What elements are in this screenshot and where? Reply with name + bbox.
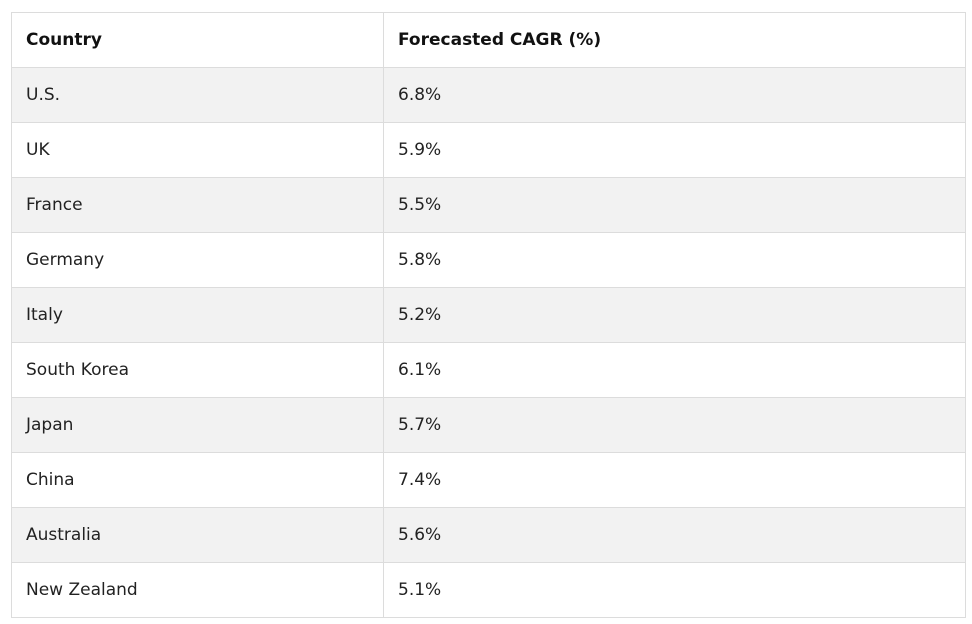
country-cell: New Zealand xyxy=(11,562,384,618)
country-cell: Japan xyxy=(11,397,384,453)
cagr-cell: 5.2% xyxy=(383,287,966,343)
cagr-cell: 5.1% xyxy=(383,562,966,618)
table-row: France 5.5% xyxy=(11,177,966,233)
table-row: New Zealand 5.1% xyxy=(11,562,966,618)
country-cell: U.S. xyxy=(11,67,384,123)
table-row: Germany 5.8% xyxy=(11,232,966,288)
country-cell: France xyxy=(11,177,384,233)
header-forecasted-cagr: Forecasted CAGR (%) xyxy=(383,12,966,68)
country-cell: Germany xyxy=(11,232,384,288)
cagr-table: Country Forecasted CAGR (%) U.S. 6.8% UK… xyxy=(11,12,966,618)
table-row: Japan 5.7% xyxy=(11,397,966,453)
country-cell: China xyxy=(11,452,384,508)
table-body: U.S. 6.8% UK 5.9% France 5.5% Germany 5.… xyxy=(11,67,966,618)
cagr-table-container: Country Forecasted CAGR (%) U.S. 6.8% UK… xyxy=(11,12,966,618)
cagr-cell: 5.5% xyxy=(383,177,966,233)
country-cell: UK xyxy=(11,122,384,178)
table-row: UK 5.9% xyxy=(11,122,966,178)
cagr-cell: 5.8% xyxy=(383,232,966,288)
header-country: Country xyxy=(11,12,384,68)
cagr-cell: 5.6% xyxy=(383,507,966,563)
table-header: Country Forecasted CAGR (%) xyxy=(11,12,966,68)
table-row: U.S. 6.8% xyxy=(11,67,966,123)
table-row: Australia 5.6% xyxy=(11,507,966,563)
table-row: South Korea 6.1% xyxy=(11,342,966,398)
country-cell: Australia xyxy=(11,507,384,563)
table-row: Italy 5.2% xyxy=(11,287,966,343)
cagr-cell: 5.9% xyxy=(383,122,966,178)
cagr-cell: 6.1% xyxy=(383,342,966,398)
cagr-cell: 5.7% xyxy=(383,397,966,453)
country-cell: South Korea xyxy=(11,342,384,398)
table-row: China 7.4% xyxy=(11,452,966,508)
cagr-cell: 7.4% xyxy=(383,452,966,508)
country-cell: Italy xyxy=(11,287,384,343)
header-row: Country Forecasted CAGR (%) xyxy=(11,12,966,68)
cagr-cell: 6.8% xyxy=(383,67,966,123)
